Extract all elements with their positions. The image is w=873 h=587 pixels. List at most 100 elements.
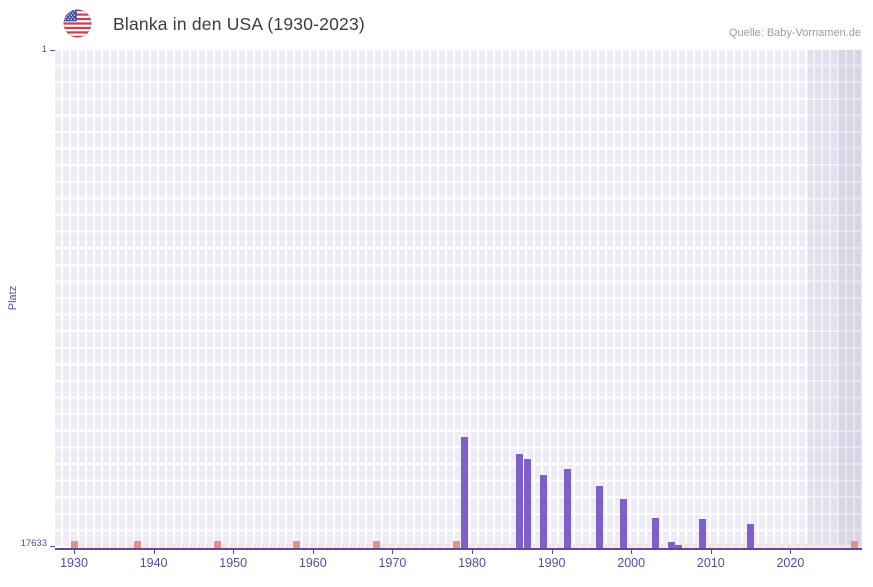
bar-2006[interactable] [675, 544, 683, 548]
bar-1999[interactable] [619, 499, 627, 548]
no-data-square [429, 544, 436, 548]
no-data-square [612, 544, 619, 548]
y-tick-bottom: 17633 [20, 538, 47, 549]
no-data-square [763, 544, 770, 548]
no-data-square [819, 544, 826, 548]
no-data-square [94, 544, 101, 548]
no-data-square [198, 544, 205, 548]
no-data-square [349, 544, 356, 548]
no-data-square [707, 544, 714, 548]
bar-2003[interactable] [651, 518, 659, 548]
bar-1987[interactable] [524, 458, 532, 548]
no-data-square [723, 544, 730, 548]
page-title: Blanka in den USA (1930-2023) [113, 14, 365, 34]
x-tickmark [790, 550, 792, 554]
no-data-square [795, 544, 802, 548]
x-tickmark [74, 550, 75, 554]
no-data-square [150, 544, 157, 548]
no-data-square [325, 544, 332, 548]
no-data-square [126, 544, 133, 548]
no-data-square [381, 544, 388, 548]
bar-2009[interactable] [699, 518, 707, 548]
no-data-square [731, 544, 738, 548]
no-data-square [476, 544, 483, 548]
no-data-square [739, 544, 746, 548]
x-tick-label: 1930 [60, 556, 88, 570]
no-data-square [843, 544, 850, 548]
no-data-square [827, 544, 834, 548]
no-data-square [174, 544, 181, 548]
no-data-square [277, 544, 284, 548]
no-data-square [333, 544, 340, 548]
no-data-marker [134, 541, 142, 548]
no-data-square [660, 544, 667, 548]
no-data-square [715, 544, 722, 548]
no-data-square [341, 544, 348, 548]
no-data-square [811, 544, 818, 548]
bar-2015[interactable] [747, 523, 755, 548]
no-data-square [779, 544, 786, 548]
no-data-square [803, 544, 810, 548]
bar-1992[interactable] [564, 468, 572, 548]
bar-1996[interactable] [595, 486, 603, 548]
no-data-square [405, 544, 412, 548]
x-tick-label: 1990 [537, 556, 566, 570]
no-data-marker [70, 541, 78, 548]
no-data-square [636, 544, 643, 548]
no-data-square [190, 544, 197, 548]
plot-area [55, 50, 862, 550]
no-data-square [158, 544, 165, 548]
no-data-square [238, 544, 245, 548]
no-data-square [222, 544, 229, 548]
x-tickmark [631, 550, 633, 554]
no-data-square [118, 544, 125, 548]
x-tick-label: 1970 [378, 556, 407, 570]
x-tick-label: 1960 [298, 556, 327, 570]
x-tickmark [153, 550, 155, 554]
x-tickmark [392, 550, 394, 554]
no-data-square [397, 544, 404, 548]
source-label: Quelle: Baby-Vornamen.de [728, 27, 861, 39]
no-data-square [787, 544, 794, 548]
no-data-square [532, 544, 539, 548]
no-data-square [683, 544, 690, 548]
x-tickmark [710, 550, 712, 554]
no-data-square [572, 544, 579, 548]
no-data-square [110, 544, 117, 548]
no-data-square [309, 544, 316, 548]
no-data-square [500, 544, 507, 548]
us-flag-icon [63, 9, 92, 38]
bar-1986[interactable] [516, 453, 524, 548]
no-data-square [357, 544, 364, 548]
no-data-square [469, 544, 475, 548]
no-data-marker [850, 541, 858, 548]
no-data-square [421, 544, 428, 548]
bar-1979[interactable] [460, 436, 468, 548]
no-data-square [285, 544, 292, 548]
x-tick-label: 1940 [139, 556, 168, 570]
no-data-square [628, 544, 635, 548]
no-data-marker [372, 541, 380, 548]
no-data-square [508, 544, 515, 548]
no-data-square [835, 544, 842, 548]
no-data-square [484, 544, 491, 548]
y-axis-label: Platz [7, 285, 19, 311]
x-tick-label: 1980 [458, 556, 486, 570]
no-data-square [254, 544, 261, 548]
no-data-square [492, 544, 499, 548]
bar-1989[interactable] [540, 475, 548, 548]
x-tick-label: 2020 [776, 556, 805, 570]
x-tickmark [233, 550, 235, 554]
y-tickmark-top [50, 50, 55, 51]
x-tick-label: 2000 [617, 556, 646, 570]
no-data-square [691, 544, 698, 548]
future-shade-region [808, 50, 862, 548]
no-data-square [317, 544, 324, 548]
no-data-square [230, 544, 237, 548]
bar-2005[interactable] [667, 542, 675, 548]
x-tickmark [551, 550, 553, 554]
no-data-marker [293, 541, 301, 548]
x-tickmark [312, 550, 314, 554]
no-data-marker [452, 541, 460, 548]
